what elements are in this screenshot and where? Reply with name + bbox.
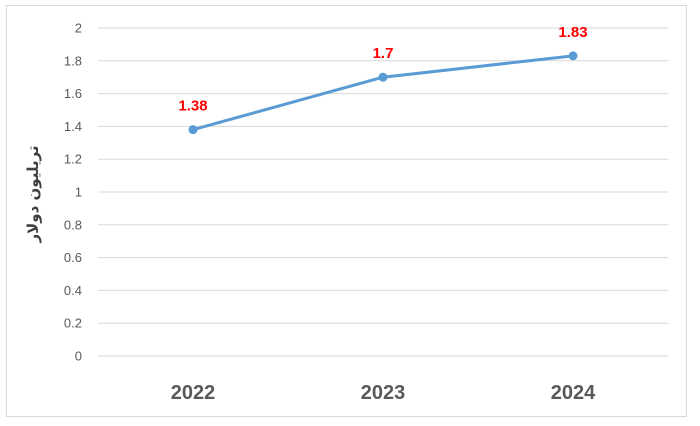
series-line xyxy=(191,54,575,132)
y-axis-label: تريليون دولار xyxy=(24,145,42,243)
y-tick-label: 0.2 xyxy=(64,316,82,331)
y-tick-label: 1.8 xyxy=(64,53,82,68)
data-point xyxy=(568,51,578,61)
y-axis-ticks: 0 0.2 0.4 0.6 0.8 1 1.2 1.4 1.6 1.8 2 xyxy=(64,21,82,364)
x-tick-label: 2024 xyxy=(551,382,596,404)
y-tick-label: 0.6 xyxy=(64,250,82,265)
y-tick-label: 0 xyxy=(75,349,82,364)
x-tick-label: 2023 xyxy=(361,382,406,404)
data-label: 1.38 xyxy=(178,98,207,115)
x-axis-ticks: 2022 2023 2024 xyxy=(171,382,596,404)
y-tick-label: 1 xyxy=(75,185,82,200)
data-point xyxy=(188,125,198,135)
y-tick-label: 1.6 xyxy=(64,86,82,101)
y-tick-label: 0.4 xyxy=(64,283,82,298)
y-tick-label: 1.4 xyxy=(64,119,82,134)
y-tick-label: 0.8 xyxy=(64,217,82,232)
y-tick-label: 1.2 xyxy=(64,152,82,167)
data-point xyxy=(378,72,388,82)
gridlines xyxy=(98,27,668,357)
series-group: 1.38 1.7 1.83 xyxy=(178,24,588,135)
data-label: 1.7 xyxy=(373,45,394,62)
data-label: 1.83 xyxy=(558,24,587,41)
chart-frame xyxy=(6,5,687,417)
y-tick-label: 2 xyxy=(75,21,82,36)
x-tick-label: 2022 xyxy=(171,382,216,404)
